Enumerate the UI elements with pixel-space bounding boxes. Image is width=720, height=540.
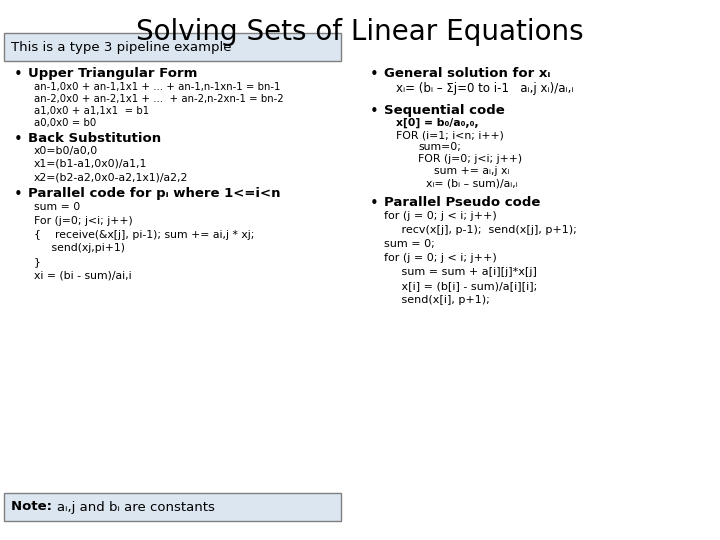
Text: an-1,0x0 + an-1,1x1 + ... + an-1,n-1xn-1 = bn-1: an-1,0x0 + an-1,1x1 + ... + an-1,n-1xn-1… xyxy=(34,82,280,92)
Text: Solving Sets of Linear Equations: Solving Sets of Linear Equations xyxy=(136,18,584,46)
Text: FOR (i=1; i<n; i++): FOR (i=1; i<n; i++) xyxy=(396,130,504,140)
Text: send(x[i], p+1);: send(x[i], p+1); xyxy=(384,295,490,305)
Text: x0=b0/a0,0: x0=b0/a0,0 xyxy=(34,146,98,156)
Text: send(xj,pi+1): send(xj,pi+1) xyxy=(34,243,125,253)
Text: sum = sum + a[i][j]*x[j]: sum = sum + a[i][j]*x[j] xyxy=(384,267,537,277)
Text: recv(x[j], p-1);  send(x[j], p+1);: recv(x[j], p-1); send(x[j], p+1); xyxy=(384,225,577,235)
Text: sum=0;: sum=0; xyxy=(418,142,461,152)
Text: }: } xyxy=(34,257,41,267)
Text: Parallel code for pᵢ where 1<=i<n: Parallel code for pᵢ where 1<=i<n xyxy=(28,187,281,200)
Text: for (j = 0; j < i; j++): for (j = 0; j < i; j++) xyxy=(384,253,497,263)
Text: x2=(b2-a2,0x0-a2,1x1)/a2,2: x2=(b2-a2,0x0-a2,1x1)/a2,2 xyxy=(34,172,189,182)
Text: x1=(b1-a1,0x0)/a1,1: x1=(b1-a1,0x0)/a1,1 xyxy=(34,159,148,169)
Text: xi = (bi - sum)/ai,i: xi = (bi - sum)/ai,i xyxy=(34,270,132,280)
Text: •: • xyxy=(370,104,379,119)
Text: a1,0x0 + a1,1x1  = b1: a1,0x0 + a1,1x1 = b1 xyxy=(34,106,149,116)
Text: xᵢ= (bᵢ – Σj=0 to i-1   aᵢ,j xᵢ)/aᵢ,ᵢ: xᵢ= (bᵢ – Σj=0 to i-1 aᵢ,j xᵢ)/aᵢ,ᵢ xyxy=(396,82,574,95)
Text: for (j = 0; j < i; j++): for (j = 0; j < i; j++) xyxy=(384,211,497,221)
Text: sum = 0: sum = 0 xyxy=(34,202,80,212)
Text: General solution for xᵢ: General solution for xᵢ xyxy=(384,67,550,80)
FancyBboxPatch shape xyxy=(4,33,341,61)
Text: {    receive(&x[j], pi-1); sum += ai,j * xj;: { receive(&x[j], pi-1); sum += ai,j * xj… xyxy=(34,230,254,240)
Text: sum = 0;: sum = 0; xyxy=(384,239,435,249)
Text: Parallel Pseudo code: Parallel Pseudo code xyxy=(384,196,541,209)
FancyBboxPatch shape xyxy=(4,493,341,521)
Text: FOR (j=0; j<i; j++): FOR (j=0; j<i; j++) xyxy=(418,154,522,164)
Text: Upper Triangular Form: Upper Triangular Form xyxy=(28,67,197,80)
Text: aᵢ,j and bᵢ are constants: aᵢ,j and bᵢ are constants xyxy=(57,501,215,514)
Text: •: • xyxy=(14,187,23,202)
Text: Sequential code: Sequential code xyxy=(384,104,505,117)
Text: x[i] = (b[i] - sum)/a[i][i];: x[i] = (b[i] - sum)/a[i][i]; xyxy=(384,281,537,291)
Text: Note:: Note: xyxy=(11,501,57,514)
Text: •: • xyxy=(370,67,379,82)
Text: This is a type 3 pipeline example: This is a type 3 pipeline example xyxy=(11,40,232,53)
Text: sum += aᵢ,j xᵢ: sum += aᵢ,j xᵢ xyxy=(434,166,509,176)
Text: For (j=0; j<i; j++): For (j=0; j<i; j++) xyxy=(34,216,132,226)
Text: an-2,0x0 + an-2,1x1 + ...  + an-2,n-2xn-1 = bn-2: an-2,0x0 + an-2,1x1 + ... + an-2,n-2xn-1… xyxy=(34,94,284,104)
Text: x[0] = b₀/a₀,₀,: x[0] = b₀/a₀,₀, xyxy=(396,118,479,129)
Text: a0,0x0 = b0: a0,0x0 = b0 xyxy=(34,118,96,128)
Text: •: • xyxy=(370,196,379,211)
Text: •: • xyxy=(14,67,23,82)
Text: Back Substitution: Back Substitution xyxy=(28,132,161,145)
Text: •: • xyxy=(14,132,23,147)
Text: xᵢ= (bᵢ – sum)/aᵢ,ᵢ: xᵢ= (bᵢ – sum)/aᵢ,ᵢ xyxy=(426,178,518,188)
